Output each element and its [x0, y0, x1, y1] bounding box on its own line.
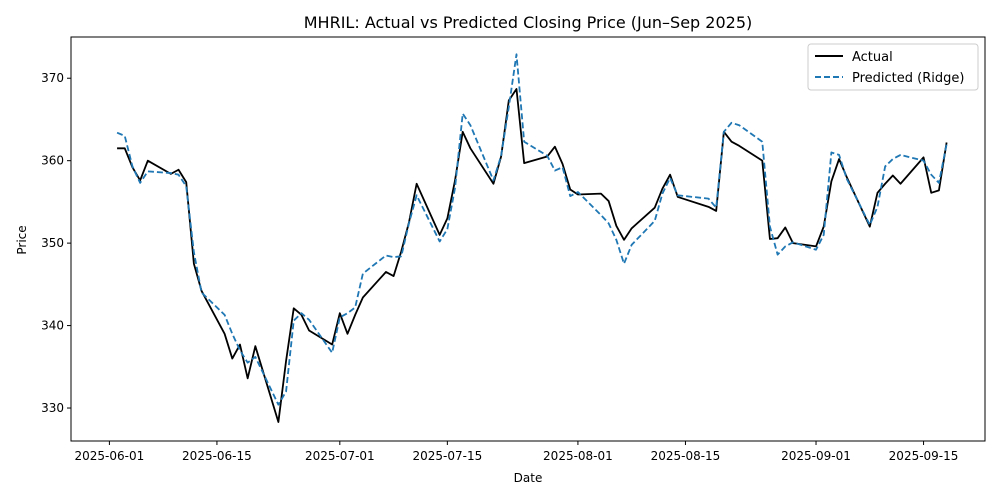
- chart-title: MHRIL: Actual vs Predicted Closing Price…: [304, 13, 753, 32]
- x-tick-label: 2025-07-15: [412, 449, 482, 463]
- plot-frame: [70, 36, 986, 442]
- y-tick-label: 330: [41, 401, 64, 415]
- x-tick-label: 2025-08-15: [651, 449, 721, 463]
- y-tick-label: 350: [41, 236, 64, 250]
- x-tick-label: 2025-09-01: [781, 449, 851, 463]
- x-tick-label: 2025-08-01: [543, 449, 613, 463]
- legend-label-actual: Actual: [852, 50, 893, 65]
- series-line-predicted: [116, 53, 948, 406]
- y-tick-label: 360: [41, 154, 64, 168]
- y-tick-label: 340: [41, 319, 64, 333]
- plot-area: [116, 53, 948, 423]
- legend-box: [807, 43, 979, 91]
- y-tick-label: 370: [41, 71, 64, 85]
- y-axis-label: Price: [15, 225, 29, 254]
- x-tick-label: 2025-09-15: [889, 449, 959, 463]
- series-line-actual: [117, 88, 948, 423]
- x-tick-label: 2025-06-01: [75, 449, 145, 463]
- x-tick-label: 2025-06-15: [182, 449, 252, 463]
- x-tick-label: 2025-07-01: [305, 449, 375, 463]
- x-axis-label: Date: [514, 471, 543, 485]
- legend: Actual Predicted (Ridge): [807, 43, 979, 91]
- legend-label-predicted: Predicted (Ridge): [852, 71, 964, 86]
- axis-ticks: 2025-06-01 2025-06-15 2025-07-01 2025-07-15…: [41, 71, 958, 463]
